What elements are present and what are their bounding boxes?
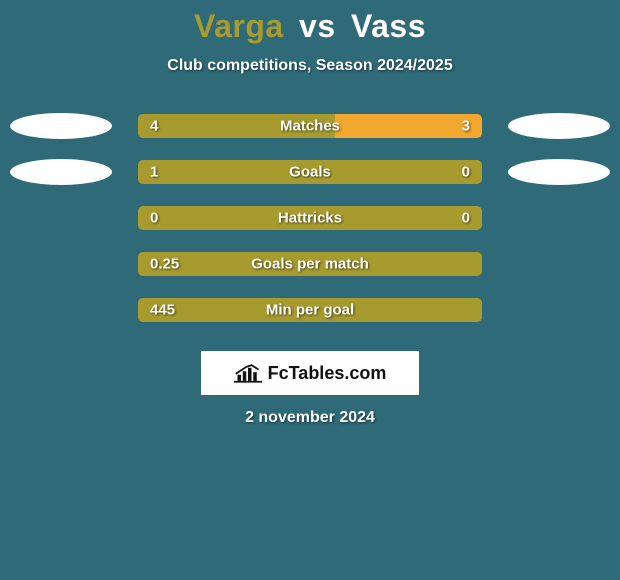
stat-row: 0 0 Hattricks [0, 195, 620, 241]
stat-rows: 4 3 Matches 1 0 Goals 0 0 Hattricks 0.25 Goals per… [0, 103, 620, 333]
subtitle: Club competitions, Season 2024/2025 [0, 57, 620, 75]
stat-bar: 0.25 Goals per match [138, 252, 482, 276]
page-title: Varga vs Vass [0, 8, 620, 45]
comparison-infographic: Varga vs Vass Club competitions, Season … [0, 0, 620, 580]
player-avatar-right [508, 159, 610, 185]
stat-value-right: 0 [462, 164, 470, 181]
stat-value-left: 1 [150, 164, 158, 181]
stat-bar: 1 0 Goals [138, 160, 482, 184]
stat-row: 1 0 Goals [0, 149, 620, 195]
stat-value-right: 0 [462, 210, 470, 227]
stat-label: Goals [289, 164, 331, 181]
stat-value-left: 0.25 [150, 256, 179, 273]
player-avatar-left [10, 159, 112, 185]
stat-row: 0.25 Goals per match [0, 241, 620, 287]
stat-row: 4 3 Matches [0, 103, 620, 149]
stat-label: Min per goal [266, 302, 354, 319]
stat-value-right: 3 [462, 118, 470, 135]
title-separator: vs [299, 8, 336, 44]
brand-badge: FcTables.com [201, 351, 419, 395]
title-left-name: Varga [194, 8, 284, 44]
player-avatar-left [10, 113, 112, 139]
brand-chart-icon [234, 362, 262, 384]
stat-value-left: 445 [150, 302, 175, 319]
stat-bar: 445 Min per goal [138, 298, 482, 322]
stat-bar: 0 0 Hattricks [138, 206, 482, 230]
stat-value-left: 0 [150, 210, 158, 227]
brand-label: FcTables.com [268, 363, 387, 384]
player-avatar-right [508, 113, 610, 139]
stat-label: Matches [280, 118, 340, 135]
stat-value-left: 4 [150, 118, 158, 135]
generated-date: 2 november 2024 [0, 409, 620, 427]
stat-row: 445 Min per goal [0, 287, 620, 333]
title-right-name: Vass [351, 8, 426, 44]
stat-label: Goals per match [251, 256, 369, 273]
stat-label: Hattricks [278, 210, 342, 227]
stat-bar: 4 3 Matches [138, 114, 482, 138]
stat-bar-right-fill [335, 114, 482, 138]
